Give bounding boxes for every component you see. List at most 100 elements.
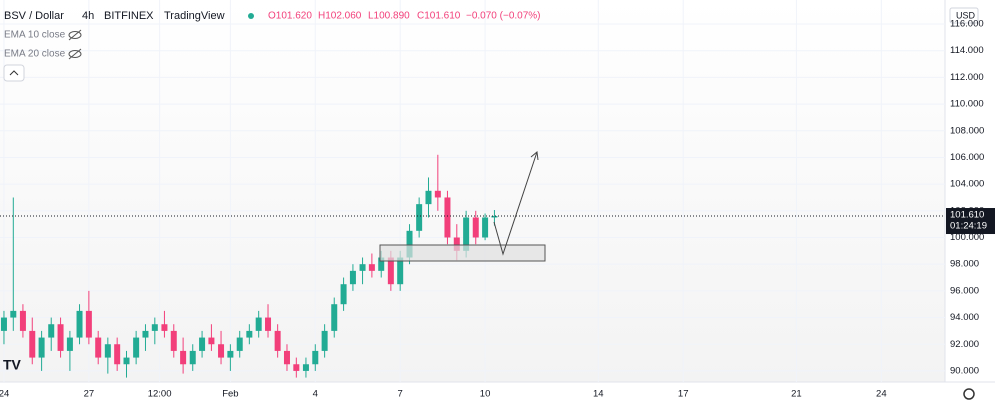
y-tick-label: 100.000 xyxy=(950,232,984,243)
candle-body xyxy=(453,237,460,251)
source: TradingView xyxy=(164,10,225,22)
y-tick-label: 90.000 xyxy=(950,365,979,376)
last-price-tag xyxy=(946,208,995,235)
interval[interactable]: 4h xyxy=(82,10,94,22)
y-tick-label: 110.000 xyxy=(950,99,984,110)
candle-body xyxy=(378,257,385,271)
x-tick-label: 12:00 xyxy=(148,389,172,400)
candle-body xyxy=(95,337,102,358)
candle-body xyxy=(482,217,489,238)
time-scale xyxy=(0,382,995,406)
candle-body xyxy=(66,337,73,351)
candle-body xyxy=(387,257,394,285)
x-tick-label: 24 xyxy=(876,389,887,400)
price-scale xyxy=(945,0,995,382)
candle-body xyxy=(161,324,168,331)
candle-body xyxy=(29,330,36,358)
y-tick-label: 94.000 xyxy=(950,312,979,323)
y-tick-label: 92.000 xyxy=(950,339,979,350)
x-tick-label: 17 xyxy=(678,389,689,400)
arrow-head xyxy=(530,151,539,161)
y-tick-label: 106.000 xyxy=(950,152,984,163)
candle-body xyxy=(406,230,413,258)
last-price-label: 101.610 xyxy=(950,210,984,221)
candle-body xyxy=(170,330,177,351)
candle-body xyxy=(114,344,121,365)
settings-icon[interactable] xyxy=(963,388,975,400)
x-tick-label: 4 xyxy=(313,389,318,400)
indicator[interactable]: EMA 10 close xyxy=(4,30,66,41)
candle-body xyxy=(359,264,366,271)
plot-background xyxy=(0,0,945,382)
candle-body xyxy=(180,350,187,365)
hidden-icons[interactable] xyxy=(68,29,82,60)
candle-body xyxy=(472,217,479,238)
candle-body xyxy=(349,270,356,285)
y-tick-label: 112.000 xyxy=(950,72,984,83)
candle-body xyxy=(151,324,158,331)
x-tick-label: 10 xyxy=(480,389,491,400)
y-tick-label: 116.000 xyxy=(950,19,984,30)
candle-body xyxy=(76,310,83,338)
candle-body xyxy=(434,190,441,198)
candle-body xyxy=(265,317,272,331)
candle-body xyxy=(0,317,7,331)
forecast-arrow[interactable] xyxy=(493,151,538,256)
indicator[interactable]: EMA 20 close xyxy=(4,49,66,60)
candle-body xyxy=(133,337,140,358)
ohlc-close: C101.610 xyxy=(417,11,461,22)
candle-body xyxy=(57,324,64,351)
candle-body xyxy=(227,350,234,358)
candle-body xyxy=(302,364,309,371)
ohlc-open: O101.620 xyxy=(268,11,312,22)
ohlc-change: −0.070 (−0.07%) xyxy=(466,11,541,22)
ohlc-high: H102.060 xyxy=(318,11,362,22)
countdown: 01:24:19 xyxy=(950,221,987,232)
y-tick-label: 108.000 xyxy=(950,125,984,136)
currency-button[interactable] xyxy=(949,7,979,24)
y-tick-label: 96.000 xyxy=(950,285,979,296)
candle-body xyxy=(246,330,253,338)
symbol[interactable]: BSV / Dollar xyxy=(4,10,64,22)
candle-body xyxy=(236,337,243,351)
candle-body xyxy=(444,197,451,238)
candle-body xyxy=(142,330,149,338)
candle-body xyxy=(104,344,111,358)
candle-body xyxy=(312,350,319,365)
market-status xyxy=(248,13,254,19)
y-tick-label: 114.000 xyxy=(950,45,984,56)
candle-body xyxy=(425,190,432,205)
candle-body xyxy=(340,284,347,305)
candle-body xyxy=(463,217,470,251)
candle-body xyxy=(293,364,300,371)
candle-body xyxy=(10,310,17,318)
candle-body xyxy=(199,337,206,351)
candle-body xyxy=(208,337,215,345)
x-tick-label: 21 xyxy=(791,389,802,400)
candle-body xyxy=(416,204,423,231)
x-tick-label: Feb xyxy=(222,389,238,400)
ohlc-low: L100.890 xyxy=(368,11,410,22)
exchange: BITFINEX xyxy=(104,10,154,22)
candle-body xyxy=(48,324,55,338)
candle-body xyxy=(331,304,338,331)
x-tick-label: 24 xyxy=(0,389,9,400)
collapse-button[interactable] xyxy=(3,64,25,82)
candle-body xyxy=(321,330,328,351)
support-zone[interactable] xyxy=(379,244,546,262)
candle-body xyxy=(397,257,404,285)
candle-body xyxy=(19,310,26,331)
collapse-icon xyxy=(9,70,19,76)
y-tick-label: 98.000 xyxy=(950,259,979,270)
x-tick-label: 7 xyxy=(398,389,403,400)
candle-body xyxy=(85,310,92,338)
candle-body xyxy=(368,264,375,271)
candle-body xyxy=(189,350,196,365)
candle-body xyxy=(274,330,281,351)
candle-body xyxy=(255,317,262,331)
candle-body xyxy=(491,216,498,218)
candle-body xyxy=(38,337,45,358)
tv-logo[interactable]: TV xyxy=(3,357,22,373)
currency[interactable]: USD xyxy=(956,10,976,20)
